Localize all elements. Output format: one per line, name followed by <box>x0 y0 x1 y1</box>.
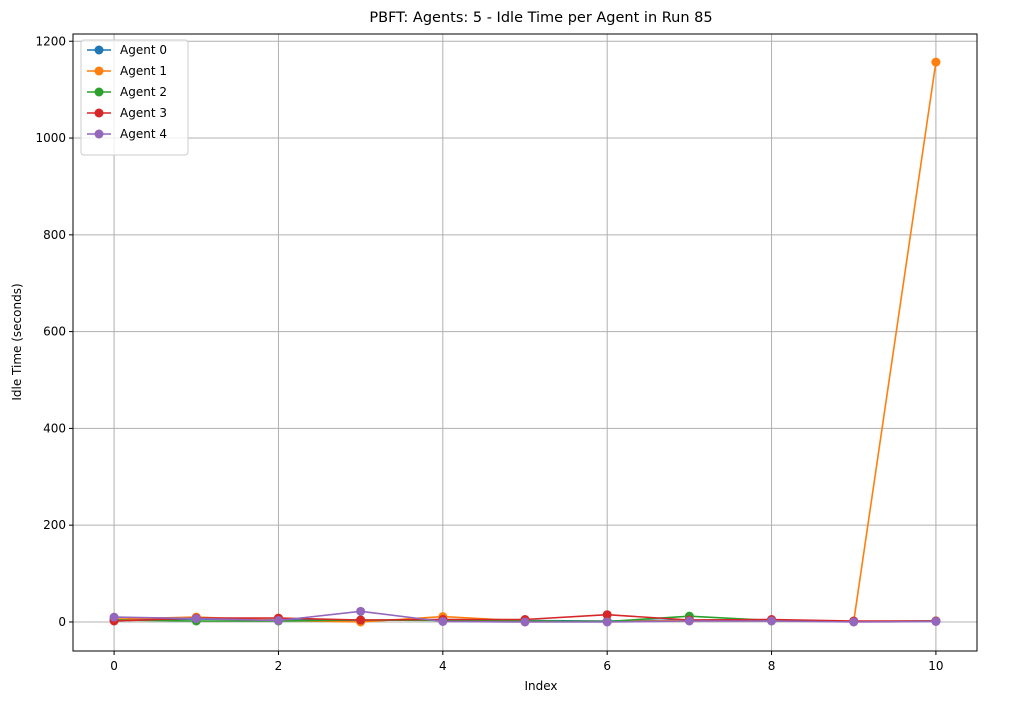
x-tick-label: 6 <box>603 659 611 673</box>
legend-swatch-marker <box>94 87 104 97</box>
data-point <box>356 615 366 625</box>
legend-label: Agent 2 <box>120 85 167 99</box>
legend-swatch-marker <box>94 66 104 76</box>
data-point <box>109 612 119 622</box>
legend: Agent 0 Agent 1 Agent 2 Agent 3 Agent 4 <box>80 39 189 156</box>
legend-label: Agent 1 <box>120 64 167 78</box>
series-agent-1 <box>109 57 941 627</box>
y-tick-label: 600 <box>43 325 66 339</box>
y-tick-label: 400 <box>43 421 66 435</box>
plot-frame <box>72 33 978 652</box>
legend-swatch-marker <box>94 45 104 55</box>
legend-entry: Agent 3 <box>87 106 167 120</box>
chart-title: PBFT: Agents: 5 - Idle Time per Agent in… <box>369 10 712 26</box>
legend-label: Agent 0 <box>120 43 167 57</box>
y-axis-label: Idle Time (seconds) <box>10 283 24 400</box>
y-tick-label: 1200 <box>35 34 66 48</box>
data-point <box>849 617 859 627</box>
data-point <box>191 614 201 624</box>
legend-swatch-marker <box>94 108 104 118</box>
x-tick-label: 8 <box>768 659 776 673</box>
legend-entry: Agent 4 <box>87 127 167 141</box>
y-axis-ticks: 0 200 400 600 800 1000 1200 <box>35 34 73 629</box>
data-point <box>931 57 941 67</box>
legend-entry: Agent 0 <box>87 43 167 57</box>
y-tick-label: 800 <box>43 228 66 242</box>
series-line <box>114 61 937 623</box>
x-tick-label: 4 <box>439 659 447 673</box>
grid <box>73 34 977 651</box>
y-tick-label: 1000 <box>35 131 66 145</box>
series-agent-4 <box>109 606 941 627</box>
x-axis-label: Index <box>524 679 557 693</box>
data-point <box>273 616 283 626</box>
x-tick-label: 2 <box>275 659 283 673</box>
data-point <box>520 617 530 627</box>
legend-entry: Agent 2 <box>87 85 167 99</box>
data-point <box>356 606 366 616</box>
data-point <box>438 616 448 626</box>
data-point <box>684 616 694 626</box>
x-axis-ticks: 0 2 4 6 8 10 <box>110 651 944 673</box>
legend-entry: Agent 1 <box>87 64 167 78</box>
legend-label: Agent 3 <box>120 106 167 120</box>
legend-label: Agent 4 <box>120 127 167 141</box>
legend-box <box>80 39 189 156</box>
data-point <box>931 616 941 626</box>
data-point <box>602 617 612 627</box>
legend-swatch-marker <box>94 129 104 139</box>
series-lines <box>109 57 941 627</box>
data-point <box>767 616 777 626</box>
y-tick-label: 0 <box>58 615 66 629</box>
x-tick-label: 0 <box>110 659 118 673</box>
y-tick-label: 200 <box>43 518 66 532</box>
x-tick-label: 10 <box>928 659 943 673</box>
data-point <box>602 610 612 620</box>
